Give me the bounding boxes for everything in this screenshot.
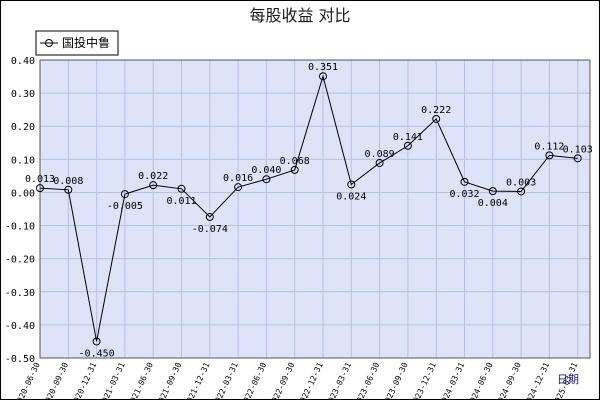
y-tick-label: -0.40 (5, 321, 35, 332)
series-line (39, 74, 578, 342)
data-label: 0.032 (449, 189, 479, 200)
data-point (347, 180, 356, 189)
data-point (375, 158, 384, 167)
data-point (319, 72, 327, 81)
y-tick-label: -0.50 (5, 354, 35, 365)
y-tick-label: -0.20 (5, 255, 35, 266)
data-point (120, 190, 129, 199)
y-tick-label: -0.10 (5, 222, 35, 233)
data-label: 0.222 (421, 105, 451, 116)
data-point (149, 181, 158, 190)
y-tick-label: 0.10 (11, 155, 35, 166)
data-label: 0.008 (53, 176, 83, 187)
chart-title: 每股收益 对比 (249, 6, 350, 25)
y-tick-label: 0.40 (11, 56, 35, 67)
data-label: 0.141 (393, 132, 423, 143)
data-point (460, 177, 469, 186)
data-point (545, 151, 554, 160)
legend-label: 国投中鲁 (62, 35, 110, 50)
plot-border (39, 59, 591, 359)
data-point (36, 184, 44, 193)
data-point (432, 114, 441, 123)
data-label: 0.003 (506, 177, 536, 188)
data-label: 0.112 (534, 141, 564, 152)
data-label: 0.024 (336, 191, 366, 202)
y-tick-label: 0.30 (11, 89, 35, 100)
data-point (262, 175, 271, 184)
legend-marker-icon (45, 39, 53, 47)
data-label: 0.040 (251, 165, 281, 176)
data-point (177, 184, 186, 193)
y-tick-label: -0.30 (5, 288, 35, 299)
data-point (517, 187, 526, 196)
data-point (92, 337, 101, 346)
data-label: 0.103 (563, 144, 593, 155)
data-label: 0.013 (25, 174, 55, 185)
data-label: 0.004 (478, 198, 508, 209)
data-label: 0.016 (223, 173, 253, 184)
plot-background (40, 60, 590, 358)
data-label: 0.089 (365, 149, 395, 160)
data-label: 0.011 (166, 196, 196, 207)
data-label: 0.351 (308, 62, 338, 73)
x-axis-title: 日期 (557, 373, 579, 386)
data-label: 0.022 (138, 171, 168, 182)
data-label: -0.074 (192, 224, 228, 235)
legend: 国投中鲁 (35, 30, 119, 56)
plot-area: 0.40 0.30 0.20 0.10 0.00 -0.10 -0.20 -0.30 -0.40… (5, 56, 593, 400)
data-point (488, 187, 497, 196)
data-label: 0.068 (280, 156, 310, 167)
data-point (290, 165, 299, 174)
data-point (403, 141, 412, 150)
data-point (234, 183, 243, 192)
data-point (205, 212, 214, 221)
data-point (573, 154, 582, 163)
y-tick-label: 0.20 (11, 122, 35, 133)
data-label: -0.450 (79, 348, 115, 359)
y-tick-label: 0.00 (11, 188, 35, 199)
data-point (64, 185, 73, 194)
data-label: -0.005 (107, 201, 143, 212)
